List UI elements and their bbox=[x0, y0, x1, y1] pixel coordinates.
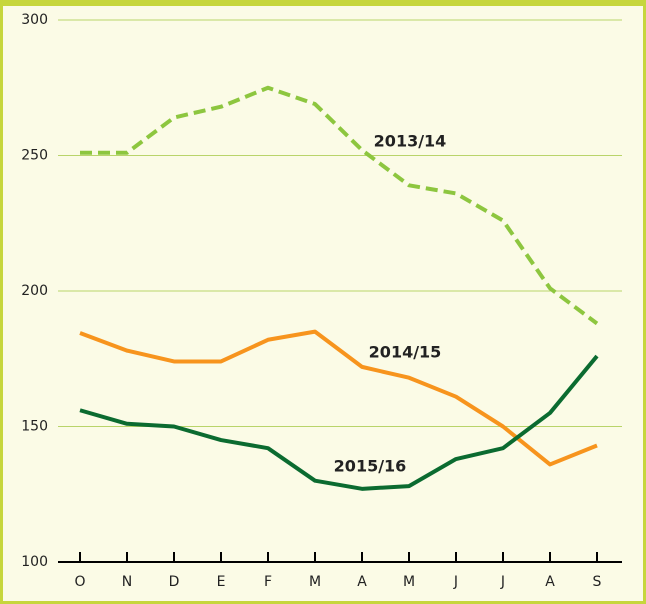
x-tick-label: N bbox=[122, 574, 132, 590]
y-tick-label: 200 bbox=[21, 283, 48, 299]
x-tick-label: J bbox=[500, 574, 505, 590]
x-tick-label: J bbox=[453, 574, 458, 590]
x-tick-label: M bbox=[403, 574, 415, 590]
y-tick-label: 100 bbox=[21, 554, 48, 570]
series-line bbox=[79, 329, 598, 467]
y-tick-label: 300 bbox=[21, 12, 48, 28]
y-tick-label: 150 bbox=[21, 419, 48, 435]
x-tick-label: A bbox=[357, 574, 367, 590]
x-tick-label: S bbox=[593, 574, 602, 590]
series-label: 2014/15 bbox=[369, 343, 442, 362]
series-line bbox=[80, 85, 599, 326]
x-tick-label: D bbox=[169, 574, 180, 590]
series-label: 2013/14 bbox=[374, 132, 447, 151]
x-tick-label: F bbox=[264, 574, 272, 590]
plot-background bbox=[3, 6, 643, 601]
series-line bbox=[79, 354, 599, 491]
series-label: 2015/16 bbox=[334, 457, 407, 476]
x-tick-label: O bbox=[74, 574, 85, 590]
x-tick-label: E bbox=[217, 574, 226, 590]
x-tick-label: A bbox=[545, 574, 555, 590]
x-tick-label: M bbox=[309, 574, 321, 590]
y-tick-label: 250 bbox=[21, 148, 48, 164]
